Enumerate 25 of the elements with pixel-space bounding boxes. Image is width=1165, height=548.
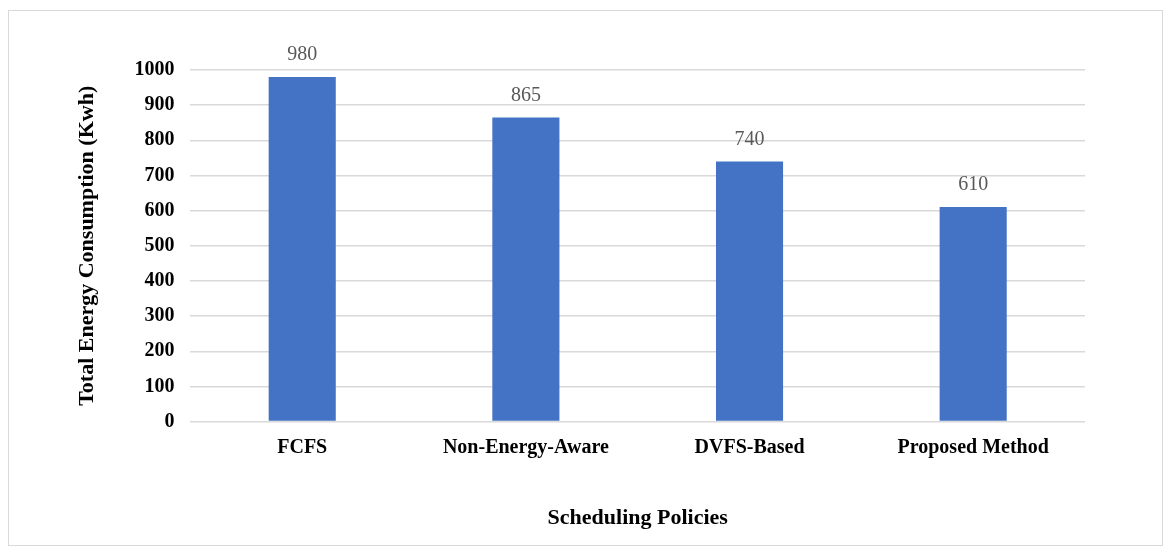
- y-tick-label: 200: [144, 338, 175, 361]
- data-label: 865: [510, 82, 541, 105]
- y-tick-label: 0: [164, 408, 175, 431]
- x-tick-label: FCFS: [277, 434, 328, 457]
- y-tick-label: 900: [144, 92, 175, 115]
- bar: [268, 77, 336, 421]
- x-tick-label: Non-Energy-Aware: [442, 434, 609, 458]
- y-tick-label: 800: [144, 127, 175, 150]
- data-label: 740: [734, 126, 765, 149]
- x-tick-label: DVFS-Based: [694, 434, 805, 457]
- x-tick-label: Proposed Method: [897, 434, 1049, 458]
- y-axis-title: Total Energy Consumption (Kwh): [72, 85, 98, 406]
- x-axis-title: Scheduling Policies: [547, 504, 729, 530]
- data-label: 980: [287, 42, 318, 65]
- y-tick-label: 1000: [134, 57, 175, 80]
- bar: [939, 207, 1007, 421]
- bar: [715, 161, 784, 421]
- y-tick-label: 600: [144, 197, 175, 220]
- data-label: 610: [958, 172, 989, 195]
- y-tick-label: 400: [144, 268, 175, 291]
- y-tick-label: 700: [144, 162, 175, 185]
- y-tick-label: 300: [144, 303, 175, 326]
- bar: [492, 117, 560, 421]
- y-tick-label: 100: [144, 373, 175, 396]
- y-tick-label: 500: [144, 232, 175, 255]
